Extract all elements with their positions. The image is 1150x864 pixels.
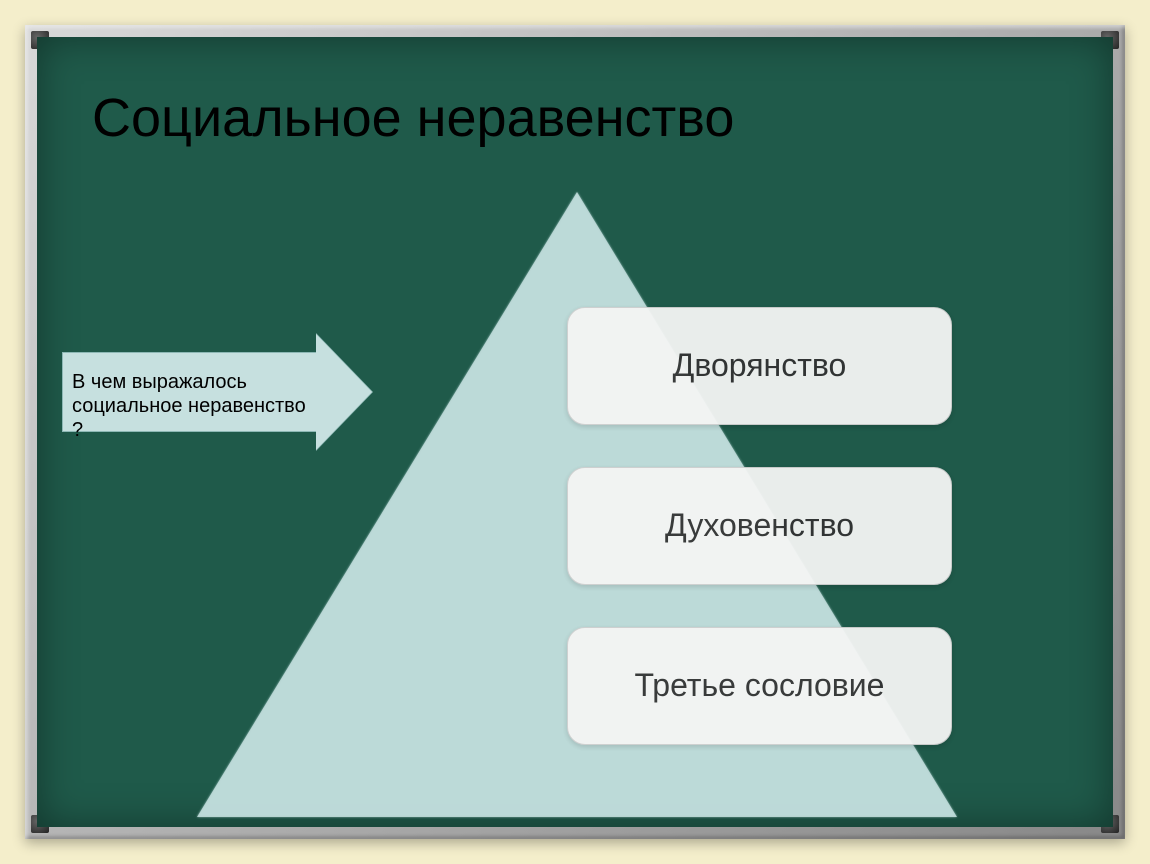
arrow-text: В чем выражалось социальное неравенство … <box>72 370 307 442</box>
tier-box-1: Дворянство <box>567 307 952 425</box>
tier-box-2: Духовенство <box>567 467 952 585</box>
tier-label: Дворянство <box>673 348 847 383</box>
chalkboard: Социальное неравенство В чем выражалось … <box>37 37 1113 827</box>
slide-title: Социальное неравенство <box>92 87 734 149</box>
tier-label: Духовенство <box>665 508 854 543</box>
slide-frame: Социальное неравенство В чем выражалось … <box>25 25 1125 839</box>
tier-box-3: Третье сословие <box>567 627 952 745</box>
tier-label: Третье сословие <box>635 668 885 703</box>
